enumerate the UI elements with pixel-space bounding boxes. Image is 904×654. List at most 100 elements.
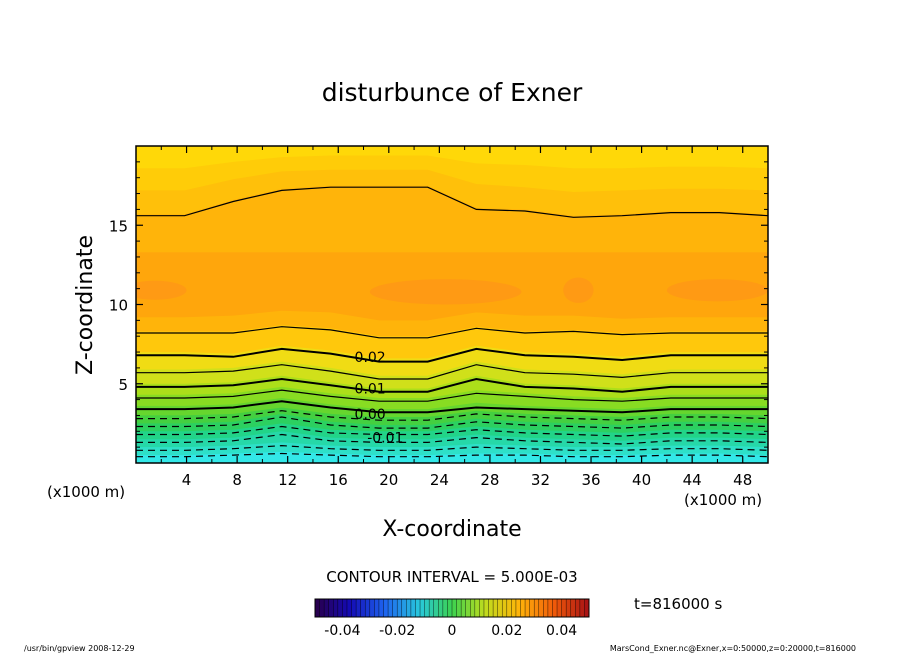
x-unit-label-right: (x1000 m): [684, 491, 762, 509]
contour-line: [136, 377, 768, 393]
x-tick-label: 44: [683, 471, 702, 489]
colorbar-cell: [356, 599, 362, 617]
colorbar-cell: [461, 599, 467, 617]
colorbar-cell: [470, 599, 476, 617]
colorbar-cell: [351, 599, 357, 617]
colorbar-cell: [511, 599, 517, 617]
colorbar-cell: [543, 599, 549, 617]
colorbar-cell: [442, 599, 448, 617]
colorbar-cell: [383, 599, 389, 617]
colorbar-cell: [529, 599, 535, 617]
contour-line: [136, 364, 768, 380]
colorbar-cell: [570, 599, 576, 617]
colorbar-cell: [584, 599, 590, 617]
colorbar-tick-label: 0: [448, 623, 457, 639]
colorbar-tick-labels: -0.04 -0.02 0 0.02 0.04: [324, 623, 577, 639]
colorbar-cell: [561, 599, 567, 617]
colorbar-cell: [392, 599, 398, 617]
colorbar-cell: [502, 599, 508, 617]
x-tick-label: 36: [581, 471, 600, 489]
contour-interval-text: CONTOUR INTERVAL = 5.000E-03: [326, 568, 577, 586]
colorbar-cell: [397, 599, 403, 617]
contour-label: 0.01: [355, 382, 386, 398]
colorbar-cell: [465, 599, 471, 617]
contour-label: 0.02: [355, 350, 386, 366]
colorbar-cell: [557, 599, 563, 617]
x-unit-label-left: (x1000 m): [47, 483, 125, 501]
contour-line: [136, 400, 768, 414]
colorbar-cell: [378, 599, 384, 617]
contour-line: [136, 347, 768, 363]
colorbar-tick-label: -0.04: [324, 623, 360, 639]
colorbar-cell: [410, 599, 416, 617]
contour-line: [136, 326, 768, 339]
colorbar-cell: [424, 599, 430, 617]
maximum-blob: [666, 279, 768, 302]
y-axis-ticks: 5 10 15: [109, 161, 768, 448]
colorbar-cell: [324, 599, 330, 617]
colorbar-cell: [515, 599, 521, 617]
colorbar-cell: [415, 599, 421, 617]
colorbar-cell: [479, 599, 485, 617]
colorbar-cell: [319, 599, 325, 617]
time-label: t=816000 s: [634, 595, 722, 613]
colorbar-cell: [429, 599, 435, 617]
maximum-regions: [136, 277, 768, 305]
colorbar-tick-label: -0.02: [379, 623, 415, 639]
colorbar-cell: [493, 599, 499, 617]
colorbar-cell: [438, 599, 444, 617]
contour-label: 0.00: [355, 407, 386, 423]
colorbar-cell: [315, 599, 321, 617]
colorbar-cell: [360, 599, 366, 617]
colorbar-cell: [433, 599, 439, 617]
maximum-blob: [563, 277, 594, 303]
colorbar-cell: [388, 599, 394, 617]
y-tick-label: 10: [109, 297, 128, 315]
x-tick-label: 32: [531, 471, 550, 489]
contour-line: [136, 452, 768, 458]
maximum-blob: [369, 279, 522, 305]
colorbar-cell: [333, 599, 339, 617]
colorbar-cell: [369, 599, 375, 617]
x-tick-label: 8: [232, 471, 242, 489]
colorbar-cell: [552, 599, 558, 617]
x-tick-label: 20: [379, 471, 398, 489]
colorbar-cell: [420, 599, 426, 617]
colorbar-tick-label: 0.04: [546, 623, 577, 639]
x-tick-label: 40: [632, 471, 651, 489]
x-tick-label: 4: [182, 471, 192, 489]
x-axis-ticks: 4 8 12 16 20 24 28 32 36 40 44 48: [160, 146, 752, 489]
contour-labels: 0.02 0.01 0.00 -0.01: [355, 350, 404, 447]
colorbar-cell: [497, 599, 503, 617]
x-tick-label: 48: [733, 471, 752, 489]
y-tick-label: 15: [109, 217, 128, 235]
colorbar-cell: [456, 599, 462, 617]
contour-line: [136, 433, 768, 445]
colorbar-cell: [346, 599, 353, 617]
colorbar-tick-label: 0.02: [491, 623, 522, 639]
colorbar-cell: [452, 599, 458, 617]
contour-fill-bands: [136, 146, 768, 463]
maximum-blob: [136, 280, 187, 300]
colorbar-cell: [547, 599, 553, 617]
colorbar-cell: [525, 599, 531, 617]
contour-label: -0.01: [367, 431, 403, 447]
x-tick-label: 16: [329, 471, 348, 489]
x-tick-label: 28: [480, 471, 499, 489]
colorbar-cell: [488, 599, 494, 617]
colorbar-cell: [447, 599, 453, 617]
contour-line: [136, 410, 768, 421]
colorbar-cell: [342, 599, 348, 617]
colorbar-cell: [328, 599, 334, 617]
colorbar-frame: [314, 598, 590, 618]
colorbar-cell: [534, 599, 540, 617]
colorbar-cell: [401, 599, 407, 617]
contour-lines: [136, 186, 768, 458]
colorbar-cell: [506, 599, 512, 617]
colorbar-cell: [474, 599, 480, 617]
colorbar-cell: [538, 599, 544, 617]
contour-line: [136, 186, 768, 218]
x-tick-label: 24: [430, 471, 449, 489]
contour-line: [136, 416, 768, 429]
